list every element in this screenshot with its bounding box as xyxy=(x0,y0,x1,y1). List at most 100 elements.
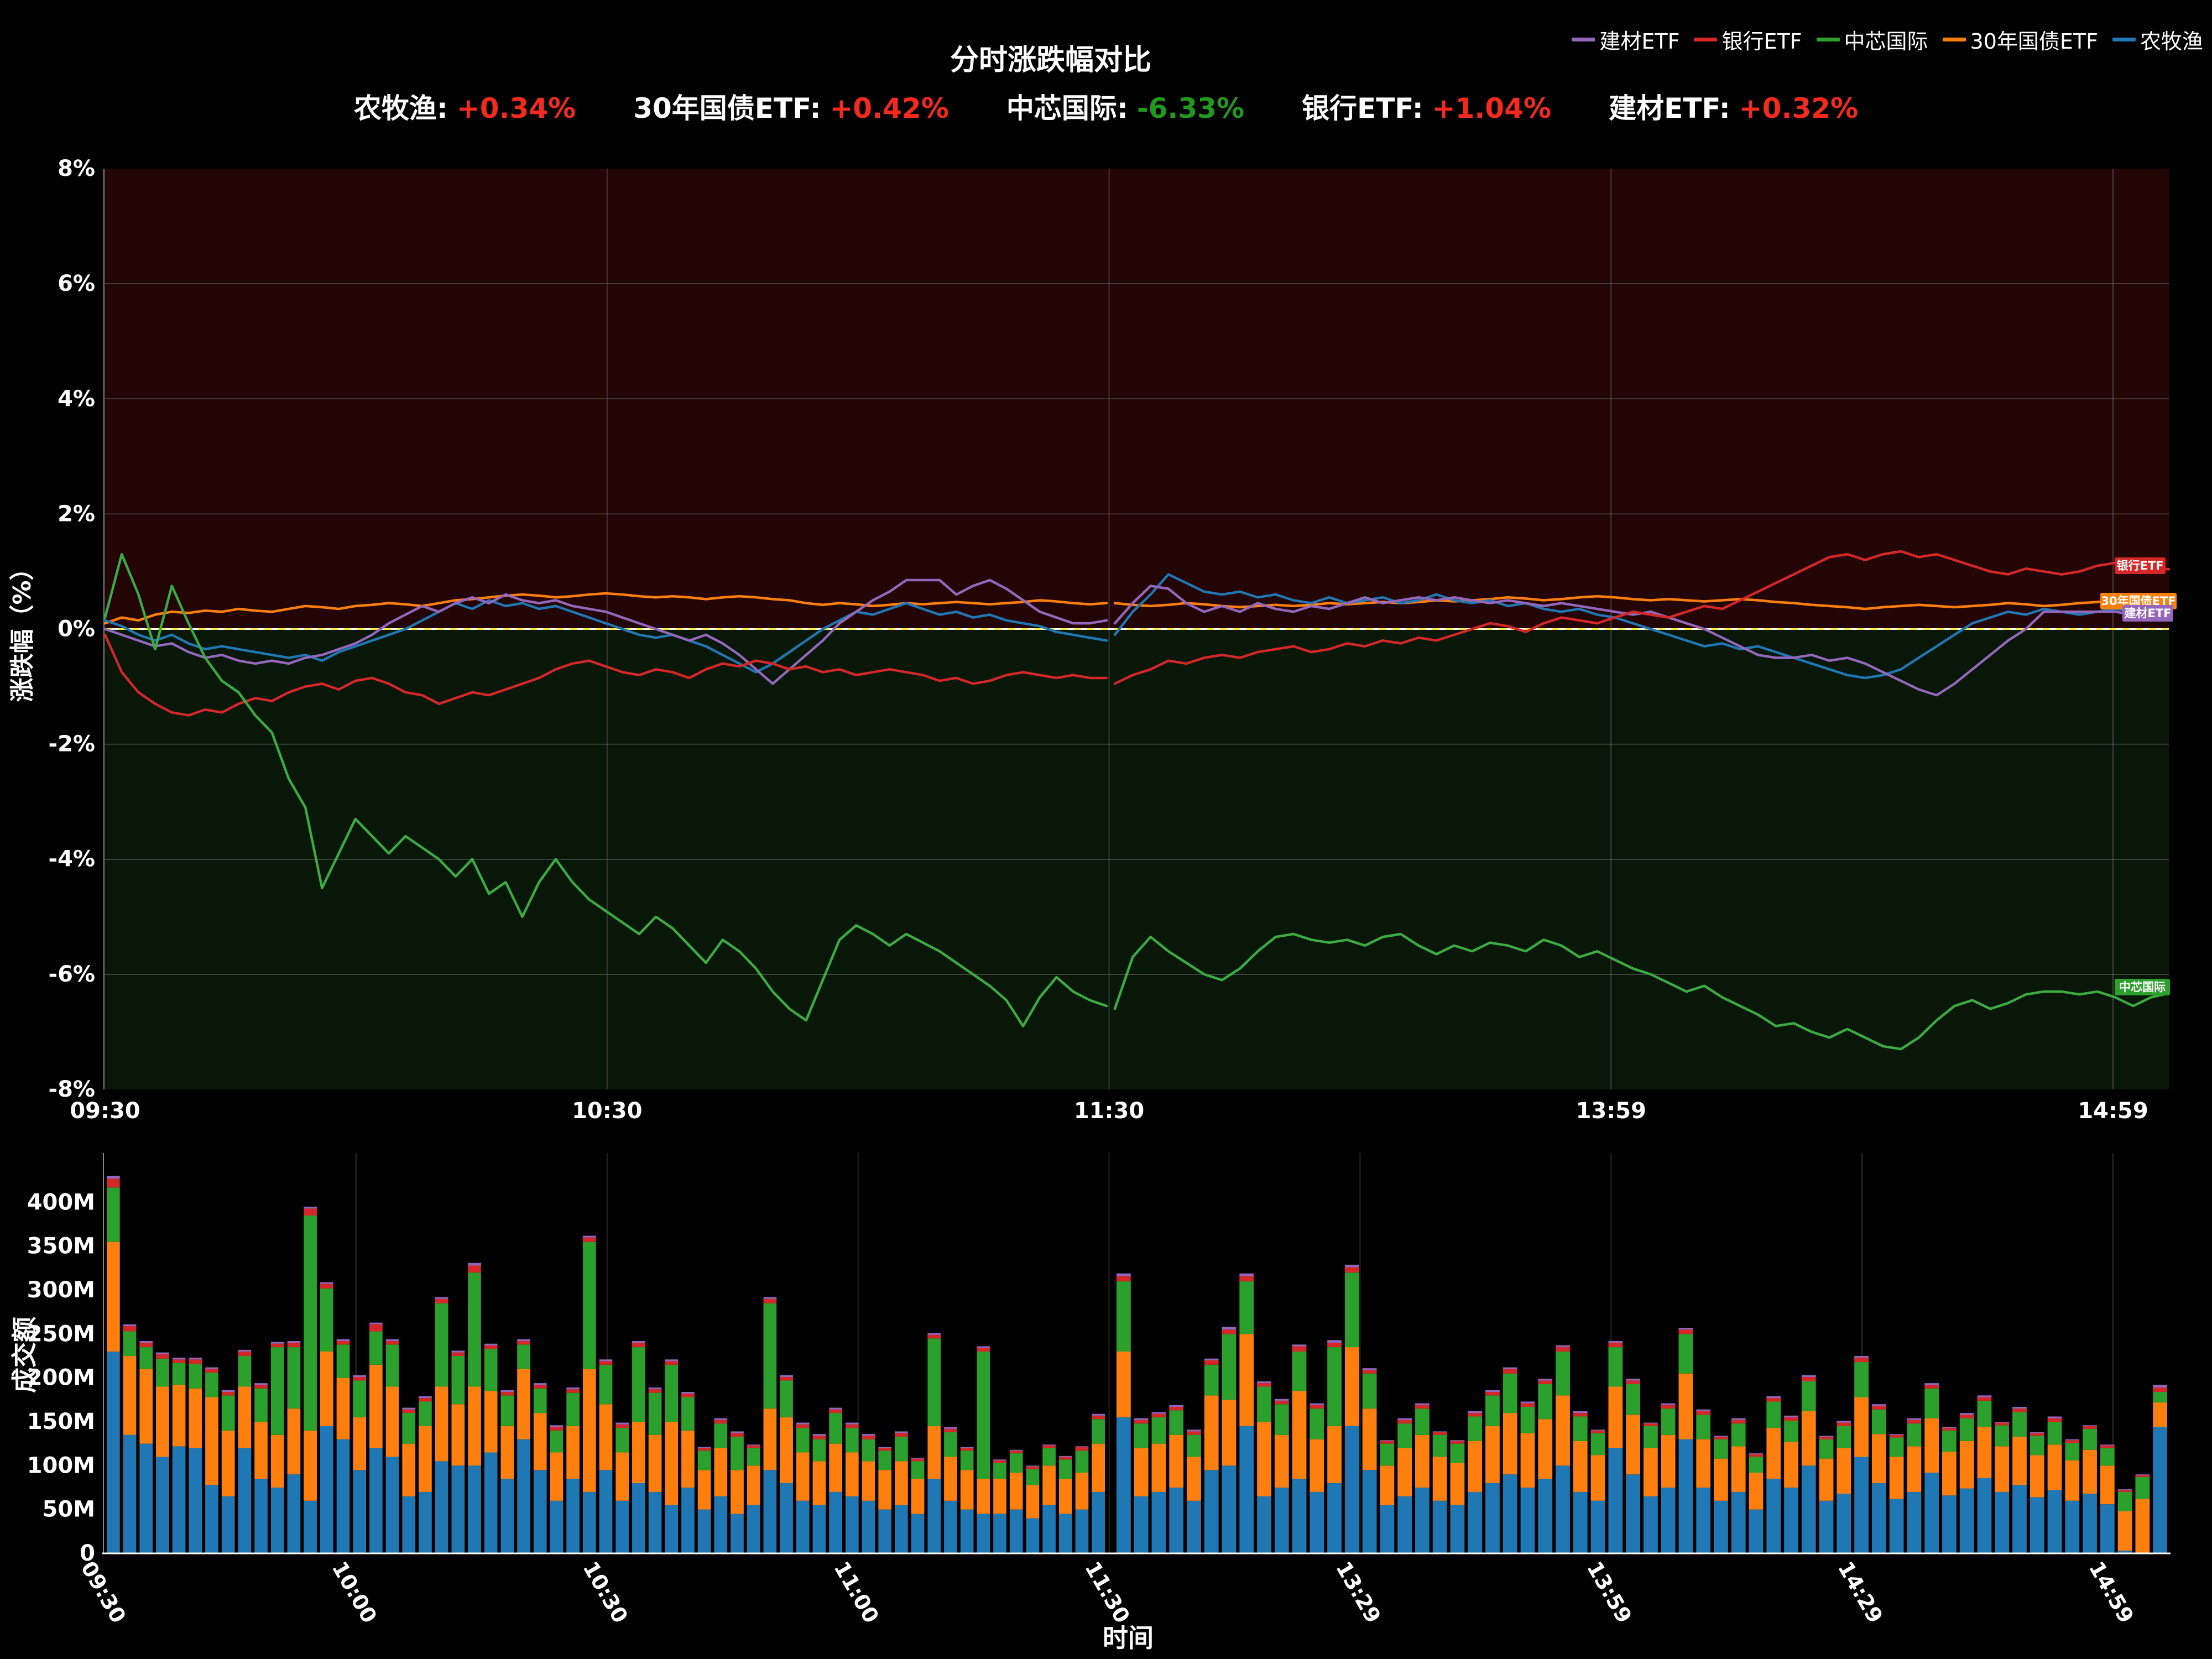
legend-item: 农牧渔 xyxy=(2112,24,2203,55)
volume-bar-segment xyxy=(1959,1413,1974,1415)
volume-bar-segment xyxy=(270,1343,284,1348)
volume-bar-segment xyxy=(911,1458,925,1462)
volume-bar-segment xyxy=(615,1452,629,1501)
y-tick-label: 150M xyxy=(27,1409,95,1434)
volume-bar-segment xyxy=(895,1436,908,1462)
volume-bar-segment xyxy=(960,1470,974,1510)
volume-bar-segment xyxy=(665,1361,679,1365)
volume-bar-segment xyxy=(1590,1433,1605,1455)
volume-bar-segment xyxy=(1274,1434,1289,1488)
volume-bar-segment xyxy=(1889,1434,1904,1438)
volume-bar-segment xyxy=(1310,1405,1324,1409)
volume-bar-segment xyxy=(747,1505,760,1553)
volume-bar-segment xyxy=(944,1500,957,1553)
volume-bar-segment xyxy=(238,1352,252,1356)
volume-bar-segment xyxy=(665,1364,679,1422)
volume-bar-segment xyxy=(435,1298,448,1303)
volume-bar-segment xyxy=(254,1385,268,1389)
volume-bar-segment xyxy=(2153,1427,2167,1553)
volume-bar-segment xyxy=(1026,1485,1040,1519)
volume-bar-segment xyxy=(139,1347,153,1369)
volume-bar-segment xyxy=(977,1352,990,1479)
volume-bar-segment xyxy=(632,1340,645,1343)
volume-bar-segment xyxy=(1714,1458,1728,1501)
volume-bar-segment xyxy=(1784,1442,1798,1488)
volume-bar-segment xyxy=(385,1340,399,1345)
volume-bar-segment xyxy=(1784,1417,1798,1421)
volume-bar-segment xyxy=(2030,1433,2044,1436)
volume-bar-segment xyxy=(1608,1386,1623,1448)
legend-dash-icon xyxy=(1816,38,1840,41)
volume-bar-segment xyxy=(1432,1431,1447,1433)
volume-bar-segment xyxy=(845,1428,859,1453)
volume-bar-segment xyxy=(1538,1379,1553,1381)
volume-bar-segment xyxy=(648,1387,662,1390)
volume-bar-segment xyxy=(1362,1370,1377,1374)
volume-bar-segment xyxy=(1397,1448,1412,1496)
volume-bar-segment xyxy=(1538,1479,1553,1553)
volume-bar-segment xyxy=(270,1434,284,1488)
series-end-label: 中芯国际 xyxy=(2119,980,2166,994)
x-axis-title: 时间 xyxy=(1103,1623,1154,1653)
legend-label: 建材ETF xyxy=(1599,29,1680,54)
volume-bar-segment xyxy=(829,1407,842,1410)
volume-bar-segment xyxy=(1075,1447,1089,1451)
volume-bar-segment xyxy=(747,1445,760,1448)
volume-bar-segment xyxy=(911,1461,925,1479)
volume-bar-segment xyxy=(1432,1432,1447,1435)
volume-bar-segment xyxy=(189,1358,202,1360)
volume-bar-segment xyxy=(681,1487,695,1553)
volume-bar-segment xyxy=(1556,1465,1570,1553)
volume-bar-segment xyxy=(993,1479,1006,1514)
volume-bar-segment xyxy=(2083,1426,2097,1429)
volume-bar-segment xyxy=(189,1448,202,1553)
volume-bar-segment xyxy=(1942,1430,1957,1452)
volume-bar-segment xyxy=(763,1298,777,1303)
volume-bar-segment xyxy=(1292,1344,1307,1347)
volume-bar-segment xyxy=(1274,1404,1289,1435)
volume-bar-segment xyxy=(681,1397,695,1431)
volume-bar-segment xyxy=(944,1432,957,1457)
volume-bar-segment xyxy=(1766,1428,1781,1479)
volume-bar-segment xyxy=(1239,1334,1254,1426)
volume-bar-segment xyxy=(1134,1423,1149,1448)
volume-bar-segment xyxy=(1644,1496,1658,1553)
volume-bar-segment xyxy=(1134,1448,1149,1496)
volume-bar-segment xyxy=(615,1500,629,1553)
volume-bar-segment xyxy=(221,1392,235,1396)
volume-bar-segment xyxy=(189,1388,202,1448)
volume-bar-segment xyxy=(1995,1422,2010,1426)
volume-bar-segment xyxy=(156,1386,169,1457)
volume-bar-segment xyxy=(763,1470,777,1553)
volume-bar-segment xyxy=(2135,1475,2150,1477)
summary-item: 30年国债ETF: +0.42% xyxy=(633,86,949,126)
volume-bar-segment xyxy=(2030,1455,2044,1498)
volume-bar-segment xyxy=(1503,1413,1517,1475)
volume-bar-segment xyxy=(1801,1465,1816,1553)
volume-bar-segment xyxy=(1026,1469,1040,1485)
volume-bar-segment xyxy=(1696,1411,1711,1415)
volume-bar-segment xyxy=(1009,1509,1023,1553)
volume-bar-segment xyxy=(550,1500,564,1553)
series-line-morning-1 xyxy=(103,599,1108,674)
volume-bar-segment xyxy=(895,1461,908,1505)
y-axis-title: 成交额 xyxy=(9,1317,39,1393)
x-tick-label: 14:59 xyxy=(2084,1557,2139,1627)
volume-bar-segment xyxy=(500,1426,514,1479)
volume-bar-segment xyxy=(1503,1369,1517,1374)
summary-label: 建材ETF: xyxy=(1609,92,1730,124)
volume-bar-segment xyxy=(2135,1477,2150,1499)
y-tick-label: -6% xyxy=(48,962,95,987)
summary-label: 农牧渔: xyxy=(353,92,448,124)
volume-bar-segment xyxy=(1678,1328,1693,1330)
volume-bar-segment xyxy=(1397,1496,1412,1553)
volume-bar-segment xyxy=(1058,1514,1072,1553)
volume-bar-segment xyxy=(1362,1408,1377,1470)
volume-bar-segment xyxy=(369,1331,383,1365)
volume-bar-segment xyxy=(862,1500,875,1553)
volume-bar-segment xyxy=(304,1215,317,1431)
series-end-label-box xyxy=(2115,557,2166,574)
volume-bar-segment xyxy=(221,1430,235,1496)
volume-bar-segment xyxy=(353,1380,367,1418)
